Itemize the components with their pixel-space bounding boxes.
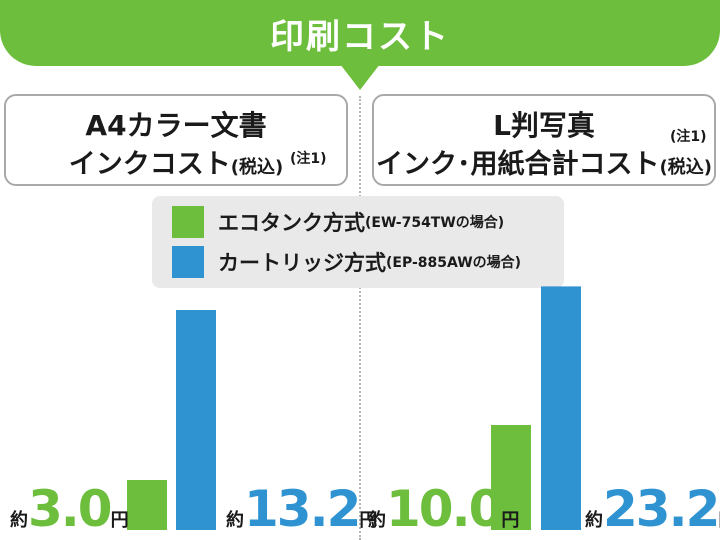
value-label-left-cartridge: 約13.2円	[226, 484, 377, 534]
panel-header-left: A4カラー文書 インクコスト(税込) (注1)	[4, 94, 348, 186]
legend-swatch-ecotank	[172, 206, 204, 238]
bar-right-ecotank	[491, 425, 531, 530]
value-label-left-ecotank: 約3.0円	[10, 484, 129, 534]
panel-subtitle-main-right: インク･用紙合計コスト	[376, 149, 660, 180]
panel-title-right: L判写真	[493, 109, 595, 142]
legend-label-ecotank: エコタンク方式	[218, 211, 365, 235]
panel-subtitle-right: インク･用紙合計コスト(税込)	[374, 142, 714, 181]
tax-label-left: (税込)	[230, 157, 284, 178]
value-number: 10.0	[386, 480, 503, 538]
legend-item-ecotank: エコタンク方式 (EW-754TWの場合)	[172, 204, 504, 240]
panel-title-left: A4カラー文書	[85, 109, 267, 142]
tax-label-right: (税込)	[659, 157, 712, 178]
value-label-right-ecotank: 約10.0円	[368, 484, 519, 534]
value-number: 23.2	[603, 480, 720, 538]
value-prefix: 約	[226, 510, 244, 531]
bar-right-cartridge	[541, 286, 581, 530]
value-prefix: 約	[10, 510, 28, 531]
value-number: 13.2	[244, 480, 361, 538]
value-label-right-cartridge: 約23.2円	[585, 484, 720, 534]
chart-title: 印刷コスト	[270, 16, 450, 57]
legend-swatch-cartridge	[172, 246, 204, 278]
footnote-left: (注1)	[290, 151, 327, 167]
value-suffix: 円	[718, 510, 720, 531]
value-prefix: 約	[585, 510, 603, 531]
banner-pointer	[340, 64, 380, 90]
panel-divider	[359, 96, 361, 540]
value-suffix: 円	[501, 510, 520, 531]
bar-left-ecotank	[127, 480, 167, 530]
value-prefix: 約	[368, 510, 386, 531]
footnote-right: (注1)	[670, 129, 707, 145]
panel-header-right: L判写真 インク･用紙合計コスト(税込) (注1)	[372, 94, 716, 186]
legend: エコタンク方式 (EW-754TWの場合) カートリッジ方式 (EP-885AW…	[152, 196, 564, 288]
panel-subtitle-main-left: インクコスト	[68, 149, 231, 180]
title-banner: 印刷コスト	[0, 0, 720, 66]
legend-item-cartridge: カートリッジ方式 (EP-885AWの場合)	[172, 244, 521, 280]
legend-sub-cartridge: (EP-885AWの場合)	[386, 255, 522, 271]
legend-label-cartridge: カートリッジ方式	[218, 251, 386, 275]
bar-left-cartridge	[176, 310, 216, 530]
value-suffix: 円	[359, 510, 378, 531]
value-suffix: 円	[110, 510, 129, 531]
legend-sub-ecotank: (EW-754TWの場合)	[365, 215, 505, 231]
panel-subtitle-left: インクコスト(税込)	[6, 142, 346, 181]
value-number: 3.0	[28, 480, 113, 538]
